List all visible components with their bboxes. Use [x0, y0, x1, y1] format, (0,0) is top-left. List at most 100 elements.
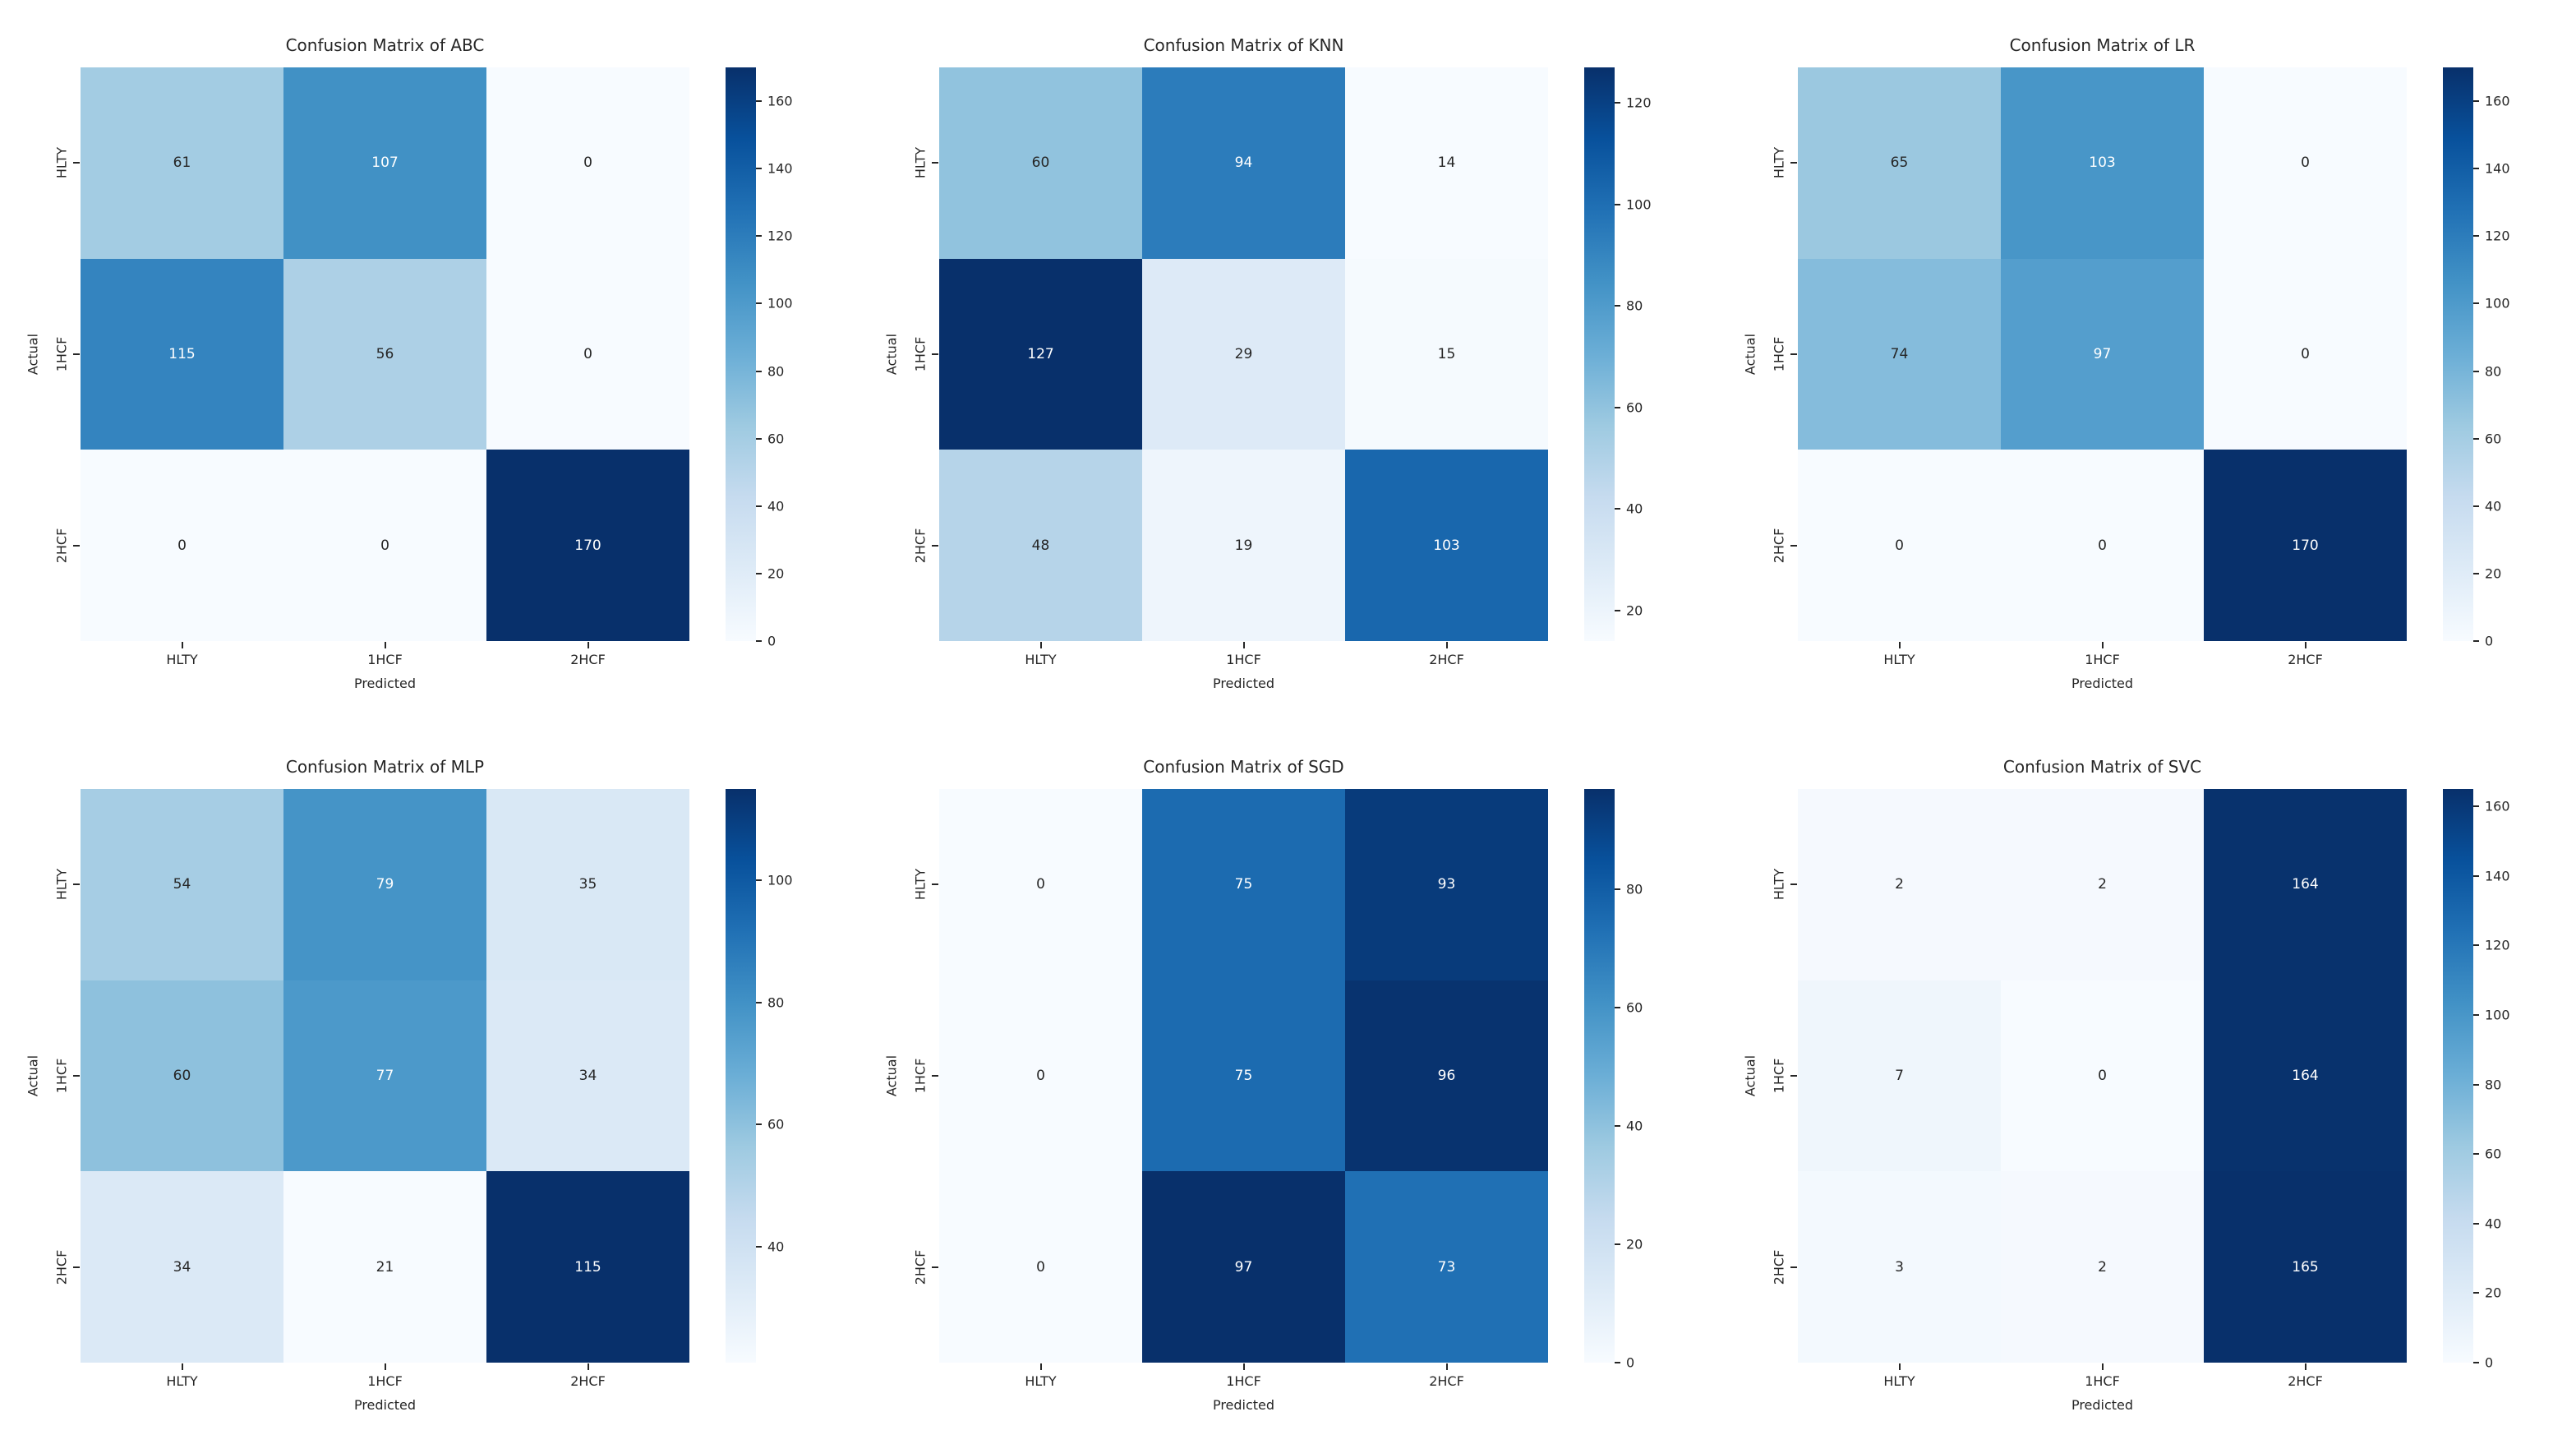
y-tick-label: 2HCF — [1771, 528, 1787, 563]
heatmap-cell: 170 — [486, 450, 689, 641]
x-tick-label: 2HCF — [570, 1373, 606, 1389]
colorbar-tick-mark — [756, 168, 762, 170]
x-tick-mark — [1039, 1363, 1042, 1370]
x-tick-mark — [181, 642, 183, 648]
y-tick-label: HLTY — [53, 869, 70, 901]
figure-sgd: Confusion Matrix of SGD Actual 0 75 93 0 75 96 0… — [859, 722, 1717, 1443]
y-tick-label: 2HCF — [53, 528, 70, 563]
x-tick-label: HLTY — [166, 652, 198, 667]
heatmap-cell: 75 — [1142, 789, 1345, 980]
colorbar-tick-label: 160 — [2485, 798, 2510, 814]
figure-svc: Confusion Matrix of SVC Actual 2 2 164 7 0 164 3… — [1717, 722, 2576, 1443]
x-tick-label: HLTY — [1025, 652, 1057, 667]
x-tick-mark — [2101, 1363, 2104, 1370]
colorbar — [726, 67, 756, 641]
colorbar-tick-label: 20 — [767, 565, 785, 582]
x-axis-label: Predicted — [2071, 676, 2134, 691]
y-tick-mark — [73, 883, 80, 886]
heatmap-cell: 74 — [1798, 258, 2001, 450]
colorbar-tick-label: 20 — [1626, 602, 1643, 619]
colorbar-tick-label: 60 — [1626, 999, 1643, 1016]
colorbar-tick-mark — [1615, 508, 1620, 510]
colorbar-tick-mark — [1615, 1125, 1620, 1128]
heatmap-cell: 164 — [2204, 980, 2407, 1172]
y-axis-label: Actual — [25, 1054, 41, 1097]
heatmap-cell: 0 — [2001, 980, 2204, 1172]
x-tick-label: 1HCF — [2085, 652, 2120, 667]
x-tick-label: 1HCF — [367, 652, 403, 667]
y-tick-label: HLTY — [1771, 869, 1787, 901]
colorbar-tick-label: 20 — [1626, 1236, 1643, 1253]
heatmap-cell: 107 — [283, 67, 486, 259]
x-tick-label: 1HCF — [1226, 1373, 1261, 1389]
heatmap: 65 103 0 74 97 0 0 0 170 — [1798, 67, 2407, 641]
colorbar-tick-mark — [756, 370, 762, 372]
chart-title: Confusion Matrix of SGD — [1143, 757, 1344, 777]
chart-title: Confusion Matrix of ABC — [285, 35, 485, 55]
y-tick-label: 1HCF — [912, 1058, 929, 1094]
x-tick-mark — [1242, 1363, 1245, 1370]
colorbar-tick-mark — [756, 572, 762, 574]
colorbar-tick-label: 140 — [2485, 868, 2510, 884]
colorbar-tick-mark — [2473, 874, 2479, 877]
y-tick-mark — [1790, 1075, 1797, 1077]
colorbar — [726, 789, 756, 1363]
colorbar-tick-mark — [2473, 302, 2479, 305]
colorbar-tick-mark — [756, 1123, 762, 1126]
colorbar — [2443, 789, 2473, 1363]
colorbar-tick-label: 60 — [767, 431, 785, 447]
y-tick-mark — [932, 544, 938, 547]
colorbar-tick-label: 0 — [2485, 1354, 2494, 1371]
colorbar-tick-mark — [2473, 944, 2479, 947]
colorbar-tick-mark — [756, 302, 762, 305]
colorbar-tick-label: 160 — [767, 93, 793, 109]
heatmap-cell: 75 — [1142, 980, 1345, 1172]
colorbar-tick-label: 100 — [767, 872, 793, 888]
colorbar-tick-mark — [2473, 505, 2479, 507]
y-tick-mark — [73, 353, 80, 355]
heatmap-cell: 2 — [2001, 789, 2204, 980]
colorbar-tick-mark — [2473, 1362, 2479, 1363]
figure-abc: Confusion Matrix of ABC Actual 61 107 0 115 56… — [0, 0, 859, 722]
figure-knn: Confusion Matrix of KNN Actual 60 94 14 127 29… — [859, 0, 1717, 722]
x-tick-label: HLTY — [166, 1373, 198, 1389]
heatmap-cell: 3 — [1798, 1171, 2001, 1363]
y-axis-label: Actual — [25, 333, 41, 376]
y-tick-mark — [932, 1075, 938, 1077]
heatmap-cell: 56 — [283, 258, 486, 450]
y-tick-mark — [1790, 353, 1797, 355]
y-tick-label: 1HCF — [912, 336, 929, 372]
y-tick-label: HLTY — [53, 147, 70, 179]
colorbar-tick-mark — [1615, 406, 1620, 408]
heatmap-cell: 94 — [1142, 67, 1345, 259]
y-tick-mark — [1790, 162, 1797, 164]
chart-title: Confusion Matrix of KNN — [1143, 35, 1344, 55]
colorbar-tick-label: 40 — [2485, 1216, 2502, 1232]
heatmap: 61 107 0 115 56 0 0 0 170 — [81, 67, 689, 641]
colorbar-tick-label: 40 — [1626, 1118, 1643, 1134]
y-tick-mark — [1790, 883, 1797, 886]
x-tick-label: HLTY — [1883, 1373, 1915, 1389]
colorbar-tick-mark — [2473, 1083, 2479, 1086]
x-tick-mark — [587, 1363, 589, 1370]
x-tick-label: 1HCF — [367, 1373, 403, 1389]
x-axis-label: Predicted — [1212, 1397, 1275, 1413]
heatmap-cell: 103 — [2001, 67, 2204, 259]
chart-title: Confusion Matrix of MLP — [285, 757, 485, 777]
colorbar-tick-label: 140 — [767, 160, 793, 177]
colorbar-tick-mark — [2473, 370, 2479, 372]
y-tick-label: 1HCF — [53, 336, 70, 372]
x-axis-label: Predicted — [1212, 676, 1275, 691]
colorbar-tick-mark — [1615, 203, 1620, 205]
colorbar-tick-mark — [1615, 305, 1620, 307]
y-tick-mark — [932, 162, 938, 164]
y-tick-label: 2HCF — [1771, 1249, 1787, 1285]
colorbar-tick-label: 100 — [767, 295, 793, 311]
heatmap-cell: 0 — [2204, 67, 2407, 259]
y-axis-label: Actual — [883, 333, 900, 376]
heatmap-cell: 2 — [1798, 789, 2001, 980]
y-tick-label: HLTY — [912, 869, 929, 901]
heatmap-cell: 48 — [939, 450, 1142, 641]
colorbar-tick-mark — [1615, 609, 1620, 611]
x-tick-label: HLTY — [1025, 1373, 1057, 1389]
